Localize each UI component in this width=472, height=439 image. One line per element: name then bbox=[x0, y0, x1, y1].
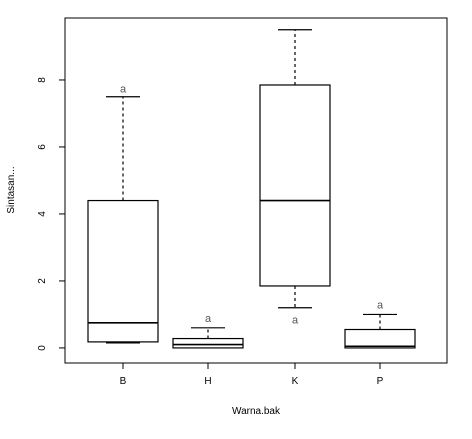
box-H: a bbox=[172, 313, 244, 349]
box-K: a bbox=[259, 29, 331, 326]
y-tick-label: 8 bbox=[37, 77, 48, 83]
group-annotation: a bbox=[377, 299, 384, 311]
box-body bbox=[259, 84, 331, 287]
x-axis-label: Warna.bak bbox=[232, 406, 281, 417]
group-annotation: a bbox=[292, 314, 299, 326]
x-tick-label: K bbox=[292, 376, 299, 387]
x-tick-label: B bbox=[120, 376, 127, 387]
group-annotation: a bbox=[120, 83, 127, 95]
y-tick-label: 6 bbox=[37, 144, 48, 150]
box-body bbox=[344, 328, 416, 349]
plot-frame bbox=[64, 17, 448, 364]
y-tick-label: 4 bbox=[37, 211, 48, 217]
box-B: a bbox=[87, 83, 159, 344]
y-tick-label: 0 bbox=[37, 345, 48, 351]
box-series: a a a a bbox=[87, 29, 416, 349]
x-tick-label: H bbox=[204, 376, 211, 387]
x-tick-label: P bbox=[377, 376, 384, 387]
group-annotation: a bbox=[205, 313, 212, 325]
y-tick-label: 2 bbox=[37, 278, 48, 284]
y-axis-label: Sintasan... bbox=[6, 166, 17, 213]
box-P: a bbox=[344, 299, 416, 349]
box-body bbox=[87, 199, 159, 343]
box-body bbox=[172, 337, 244, 349]
y-axis: 0 2 4 6 8 bbox=[37, 77, 65, 351]
